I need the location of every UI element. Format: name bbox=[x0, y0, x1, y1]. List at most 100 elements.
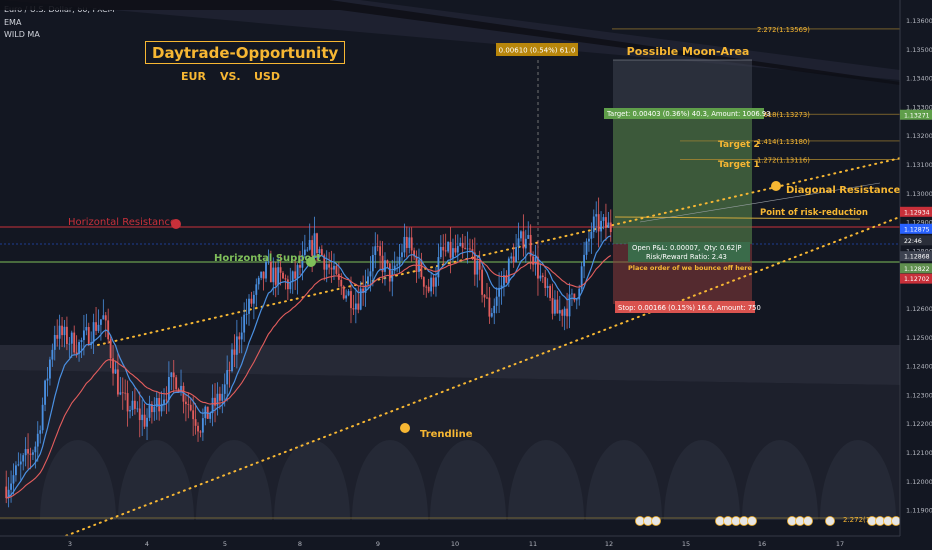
candle bbox=[124, 392, 127, 394]
candle bbox=[58, 325, 61, 339]
moon-area-label: Possible Moon-Area bbox=[627, 45, 750, 58]
y-tick-label: 1.12100 bbox=[906, 449, 932, 457]
candle bbox=[158, 397, 161, 412]
horizontal-support-label: Horizontal Support bbox=[214, 253, 321, 264]
candle bbox=[116, 369, 119, 395]
event-bubble[interactable] bbox=[825, 516, 835, 526]
candle bbox=[337, 273, 340, 280]
indicator-wild-ma[interactable]: WILD MA bbox=[4, 30, 40, 39]
candle bbox=[493, 305, 496, 314]
candle bbox=[364, 284, 367, 293]
candle bbox=[61, 325, 63, 336]
measure-badge[interactable] bbox=[496, 43, 578, 56]
support-marker[interactable] bbox=[306, 257, 316, 267]
candle bbox=[197, 425, 199, 432]
wild-ma-line bbox=[6, 255, 612, 499]
candle bbox=[248, 298, 250, 314]
candles bbox=[5, 197, 612, 508]
candle bbox=[221, 393, 224, 401]
pair-base: EUR bbox=[181, 70, 206, 83]
event-bubble[interactable] bbox=[747, 516, 757, 526]
target-1-label: Target 1 bbox=[718, 160, 760, 170]
candle bbox=[15, 465, 17, 476]
event-bubble[interactable] bbox=[651, 516, 661, 526]
candle bbox=[367, 276, 369, 285]
price-badge bbox=[900, 251, 932, 262]
candle bbox=[590, 231, 593, 239]
indicator-ema[interactable]: EMA bbox=[4, 18, 22, 27]
candle bbox=[512, 256, 515, 263]
candle bbox=[575, 299, 578, 301]
stop-label: Stop: 0.00166 (0.15%) 16.6, Amount: 750 bbox=[618, 304, 761, 312]
x-tick-label: 8 bbox=[298, 540, 302, 548]
candle bbox=[92, 322, 95, 343]
x-tick-label: 3 bbox=[68, 540, 72, 548]
pair-quote: USD bbox=[254, 70, 280, 83]
mid-channel-band bbox=[0, 345, 900, 385]
candle bbox=[469, 248, 471, 250]
event-markers[interactable] bbox=[635, 516, 901, 526]
price-badge bbox=[900, 273, 932, 284]
diagonal-marker[interactable] bbox=[771, 181, 781, 191]
candle bbox=[104, 315, 107, 321]
candle bbox=[393, 265, 396, 271]
target-badge[interactable] bbox=[604, 108, 764, 119]
candle bbox=[330, 267, 333, 270]
candle bbox=[143, 414, 146, 427]
candle bbox=[19, 461, 22, 465]
candle bbox=[430, 277, 433, 292]
x-axis-ticks: 3 4 5 8 9 10 11 12 15 16 17 bbox=[68, 540, 844, 548]
candle bbox=[24, 449, 27, 456]
place-order-label: Place order of we bounce off here bbox=[628, 264, 752, 272]
candle bbox=[233, 349, 236, 355]
candle bbox=[566, 308, 568, 317]
candle bbox=[262, 271, 265, 279]
candle bbox=[109, 339, 112, 359]
candle bbox=[136, 408, 139, 410]
candle bbox=[471, 249, 474, 253]
candle bbox=[388, 263, 391, 282]
candle bbox=[588, 238, 590, 242]
candle bbox=[320, 249, 323, 256]
candle bbox=[5, 486, 8, 499]
candle bbox=[209, 413, 212, 419]
candle bbox=[316, 233, 318, 254]
candle bbox=[571, 293, 573, 295]
candle bbox=[503, 275, 505, 286]
resistance-marker[interactable] bbox=[171, 219, 181, 229]
candle bbox=[325, 264, 328, 270]
candle bbox=[41, 404, 44, 431]
stop-badge[interactable] bbox=[615, 301, 755, 313]
candle bbox=[522, 231, 525, 249]
upper-channel-shade bbox=[0, 0, 900, 80]
candle bbox=[308, 240, 311, 250]
candle bbox=[340, 279, 343, 287]
candle bbox=[541, 275, 544, 278]
event-bubble[interactable] bbox=[803, 516, 813, 526]
candle bbox=[53, 335, 56, 350]
candle bbox=[413, 250, 416, 257]
event-bubble[interactable] bbox=[891, 516, 901, 526]
candle bbox=[323, 255, 326, 270]
candle bbox=[476, 260, 479, 275]
candle bbox=[350, 291, 352, 309]
candle bbox=[595, 214, 598, 217]
candle bbox=[238, 336, 241, 340]
candle bbox=[459, 242, 462, 247]
open-pl-badge[interactable] bbox=[628, 242, 750, 262]
candle bbox=[87, 327, 90, 345]
trendline-marker[interactable] bbox=[400, 423, 410, 433]
diagonal-resistance-faint bbox=[639, 182, 881, 223]
candle bbox=[354, 303, 357, 310]
risk-reduction-line bbox=[614, 216, 861, 220]
candle bbox=[369, 271, 372, 277]
x-tick-label: 16 bbox=[758, 540, 766, 548]
x-axis-panel[interactable] bbox=[0, 536, 932, 550]
candle bbox=[99, 319, 102, 325]
candle bbox=[563, 308, 566, 316]
y-tick-label: 1.13200 bbox=[906, 132, 932, 140]
price-badge-label: 1.12875 bbox=[904, 226, 930, 233]
candle bbox=[39, 430, 42, 434]
candle bbox=[583, 254, 585, 267]
